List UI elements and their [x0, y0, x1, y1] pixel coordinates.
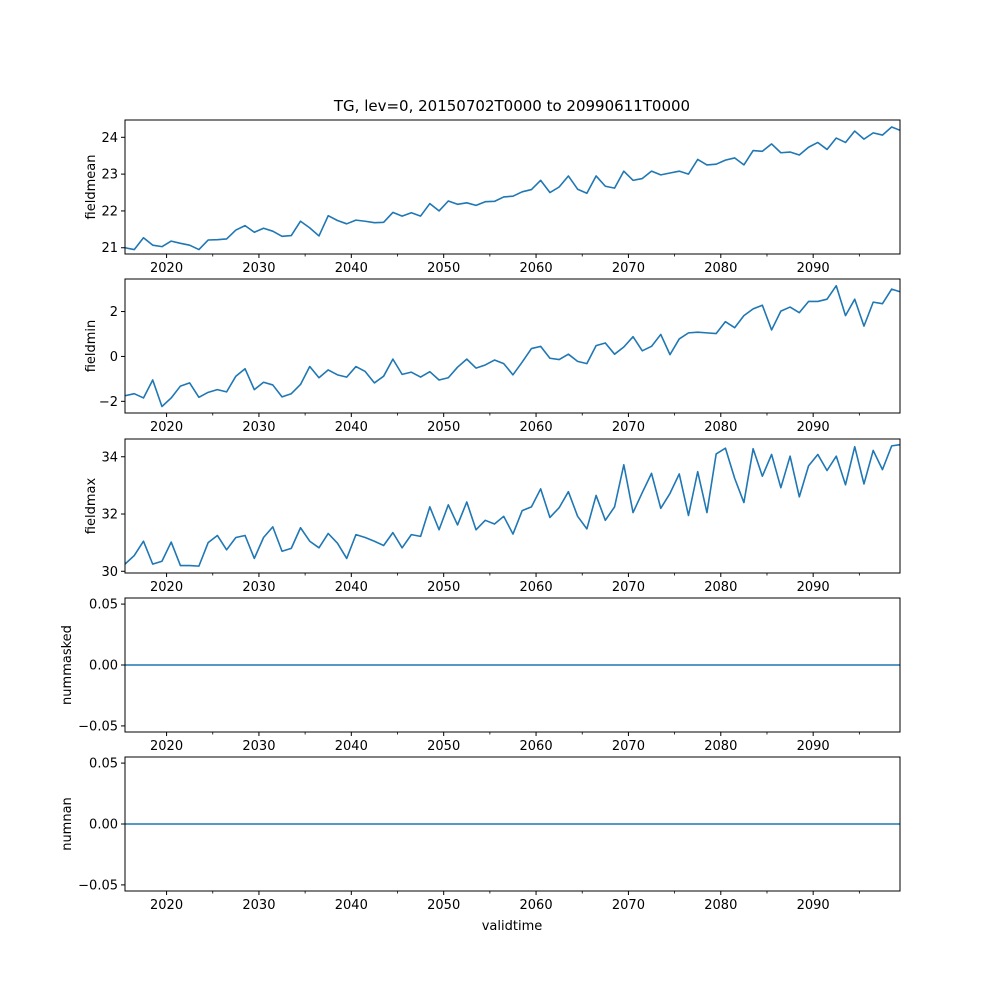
fieldmin-x-tick-label: 2070 — [612, 420, 645, 435]
numnan-y-axis-label: numnan — [60, 797, 75, 851]
numnan-x-tick-label: 2090 — [797, 898, 830, 913]
numnan-x-tick-label: 2050 — [427, 898, 460, 913]
nummasked-x-tick-label: 2040 — [335, 739, 368, 754]
fieldmax-x-tick-label: 2080 — [704, 580, 737, 595]
fieldmax-y-tick-label: 30 — [101, 565, 118, 580]
numnan-x-tick-label: 2020 — [150, 898, 183, 913]
fieldmin-x-tick-label: 2060 — [520, 420, 553, 435]
numnan-y-tick-label: 0.00 — [89, 818, 118, 833]
fieldmax-series-line — [124, 443, 901, 567]
fieldmin-x-tick-label: 2030 — [242, 420, 275, 435]
numnan-x-tick-label: 2060 — [520, 898, 553, 913]
fieldmax-y-tick-label: 32 — [101, 508, 118, 523]
fieldmean-y-axis-label: fieldmean — [84, 155, 99, 220]
fieldmax-x-tick-label: 2030 — [242, 580, 275, 595]
fieldmean-x-tick-label: 2080 — [704, 261, 737, 276]
fieldmin-x-tick-label: 2050 — [427, 420, 460, 435]
chart-title: TG, lev=0, 20150702T0000 to 20990611T000… — [333, 97, 690, 115]
fieldmin-axes-frame — [124, 278, 901, 414]
numnan-x-tick-label: 2040 — [335, 898, 368, 913]
fieldmax-x-tick-label: 2050 — [427, 580, 460, 595]
fieldmin-y-tick-label: 2 — [110, 305, 118, 320]
fieldmean-y-tick-label: 24 — [101, 131, 118, 146]
numnan-x-tick-label: 2080 — [704, 898, 737, 913]
numnan-y-tick-label: 0.05 — [89, 757, 118, 772]
fieldmin-x-tick-label: 2040 — [335, 420, 368, 435]
fieldmax-x-tick-label: 2040 — [335, 580, 368, 595]
fieldmean-x-tick-label: 2090 — [797, 261, 830, 276]
fieldmin-y-tick-label: −2 — [99, 395, 118, 410]
fieldmean-y-tick-label: 23 — [101, 168, 118, 183]
fieldmean-axes-frame — [124, 119, 901, 255]
fieldmax-x-tick-label: 2060 — [520, 580, 553, 595]
fieldmean-x-tick-label: 2020 — [150, 261, 183, 276]
fieldmax-x-tick-label: 2090 — [797, 580, 830, 595]
fieldmax-y-tick-label: 34 — [101, 450, 118, 465]
numnan-x-tick-label: 2030 — [242, 898, 275, 913]
panel-fieldmax: 30 32 34 2020 2030 2040 2050 2060 2070 2080 2090 fi… — [84, 438, 901, 595]
fieldmean-x-tick-label: 2040 — [335, 261, 368, 276]
fieldmax-y-axis-label: fieldmax — [84, 478, 99, 535]
nummasked-x-tick-label: 2070 — [612, 739, 645, 754]
numnan-x-tick-label: 2070 — [612, 898, 645, 913]
numnan-y-tick-label: −0.05 — [78, 878, 118, 893]
nummasked-y-axis-label: nummasked — [60, 625, 75, 705]
fieldmin-x-tick-label: 2080 — [704, 420, 737, 435]
nummasked-x-tick-label: 2090 — [797, 739, 830, 754]
nummasked-y-tick-label: 0.05 — [89, 598, 118, 613]
fieldmax-x-tick-label: 2020 — [150, 580, 183, 595]
nummasked-x-tick-label: 2080 — [704, 739, 737, 754]
fieldmean-x-tick-label: 2030 — [242, 261, 275, 276]
fieldmin-x-tick-label: 2090 — [797, 420, 830, 435]
nummasked-x-tick-label: 2020 — [150, 739, 183, 754]
fieldmin-y-tick-label: 0 — [110, 350, 118, 365]
fieldmean-y-tick-label: 22 — [101, 204, 118, 219]
nummasked-y-tick-label: 0.00 — [89, 659, 118, 674]
panel-numnan: −0.05 0.00 0.05 2020 2030 2040 2050 2060 2070 208… — [60, 756, 901, 913]
fieldmin-y-axis-label: fieldmin — [84, 320, 99, 373]
fieldmin-series-line — [124, 284, 901, 408]
nummasked-y-tick-label: −0.05 — [78, 719, 118, 734]
panel-nummasked: −0.05 0.00 0.05 2020 2030 2040 2050 2060 2070 208… — [60, 597, 901, 754]
fieldmin-x-tick-label: 2020 — [150, 420, 183, 435]
fieldmax-axes-frame — [124, 438, 901, 574]
fieldmean-y-tick-label: 21 — [101, 241, 118, 256]
nummasked-x-tick-label: 2060 — [520, 739, 553, 754]
fieldmean-x-tick-label: 2070 — [612, 261, 645, 276]
fieldmax-x-tick-label: 2070 — [612, 580, 645, 595]
nummasked-x-tick-label: 2030 — [242, 739, 275, 754]
panel-fieldmean: 21 22 23 24 2020 2030 2040 2050 2060 2070 2080 2090… — [84, 119, 901, 276]
fieldmean-series-line — [124, 126, 901, 251]
fieldmean-x-tick-label: 2060 — [520, 261, 553, 276]
nummasked-x-tick-label: 2050 — [427, 739, 460, 754]
x-axis-label: validtime — [482, 919, 543, 934]
fieldmean-x-tick-label: 2050 — [427, 261, 460, 276]
panel-fieldmin: −2 0 2 2020 2030 2040 2050 2060 2070 2080 2090 fiel… — [84, 278, 901, 435]
